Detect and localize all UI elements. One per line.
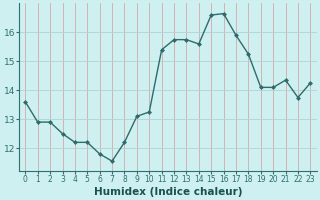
X-axis label: Humidex (Indice chaleur): Humidex (Indice chaleur) bbox=[93, 187, 242, 197]
